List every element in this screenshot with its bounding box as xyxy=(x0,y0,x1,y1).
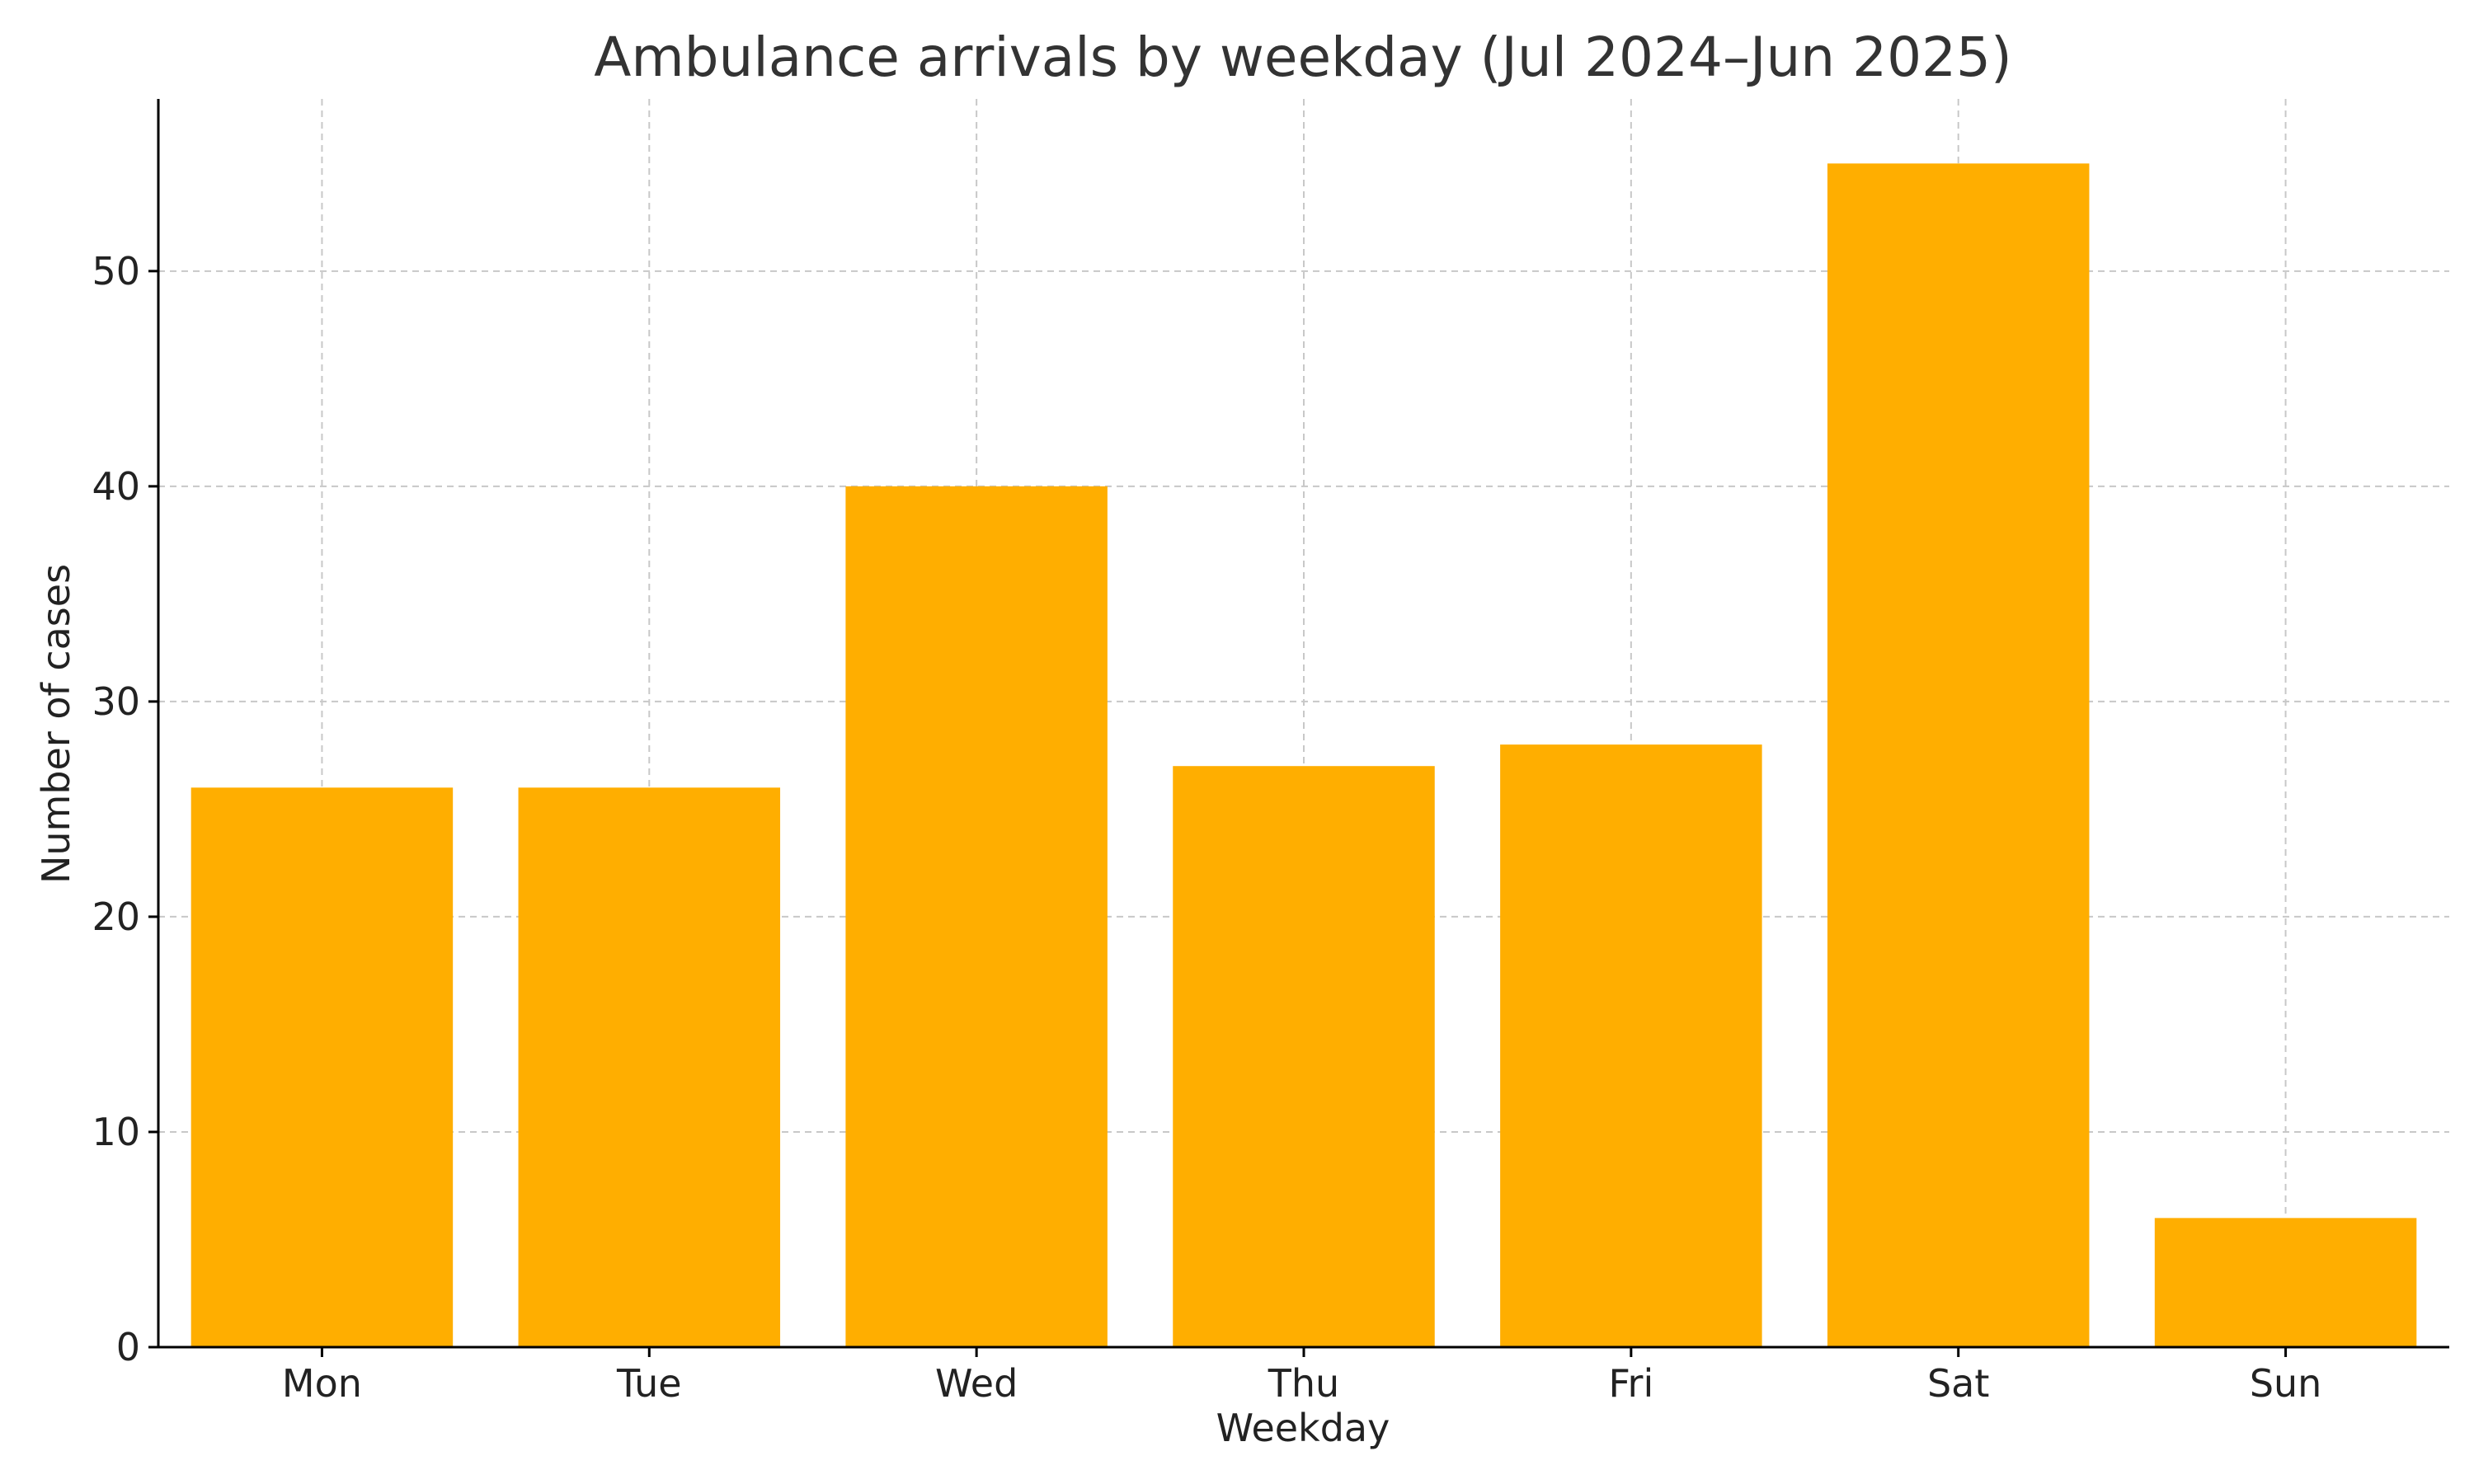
x-axis-label: Weekday xyxy=(1216,1406,1390,1450)
x-tick-label-wed: Wed xyxy=(935,1361,1018,1406)
x-tick-label-fri: Fri xyxy=(1608,1361,1653,1406)
bars xyxy=(190,163,2417,1348)
y-tick-label-40: 40 xyxy=(92,464,140,509)
y-tick-label-50: 50 xyxy=(92,249,140,294)
bar-sun xyxy=(2154,1218,2417,1347)
bar-fri xyxy=(1500,744,1762,1347)
bar-wed xyxy=(845,486,1108,1347)
x-tick-label-mon: Mon xyxy=(282,1361,362,1406)
y-axis-label: Number of cases xyxy=(34,564,78,884)
bar-tue xyxy=(518,787,781,1347)
y-axis-ticks: 0 10 20 30 40 50 xyxy=(92,249,158,1369)
y-tick-label-30: 30 xyxy=(92,679,140,724)
bar-mon xyxy=(190,787,454,1347)
chart-title: Ambulance arrivals by weekday (Jul 2024–… xyxy=(594,26,2012,89)
y-tick-label-20: 20 xyxy=(92,895,140,939)
x-tick-label-thu: Thu xyxy=(1268,1361,1339,1406)
y-tick-label-0: 0 xyxy=(116,1325,140,1369)
bar-sat xyxy=(1827,163,2090,1348)
x-axis-ticks: Mon Tue Wed Thu Fri Sat Sun xyxy=(282,1347,2321,1406)
x-tick-label-sat: Sat xyxy=(1927,1361,1989,1406)
y-tick-label-10: 10 xyxy=(92,1110,140,1154)
x-tick-label-sun: Sun xyxy=(2250,1361,2322,1406)
x-tick-label-tue: Tue xyxy=(616,1361,682,1406)
bar-thu xyxy=(1173,766,1435,1347)
